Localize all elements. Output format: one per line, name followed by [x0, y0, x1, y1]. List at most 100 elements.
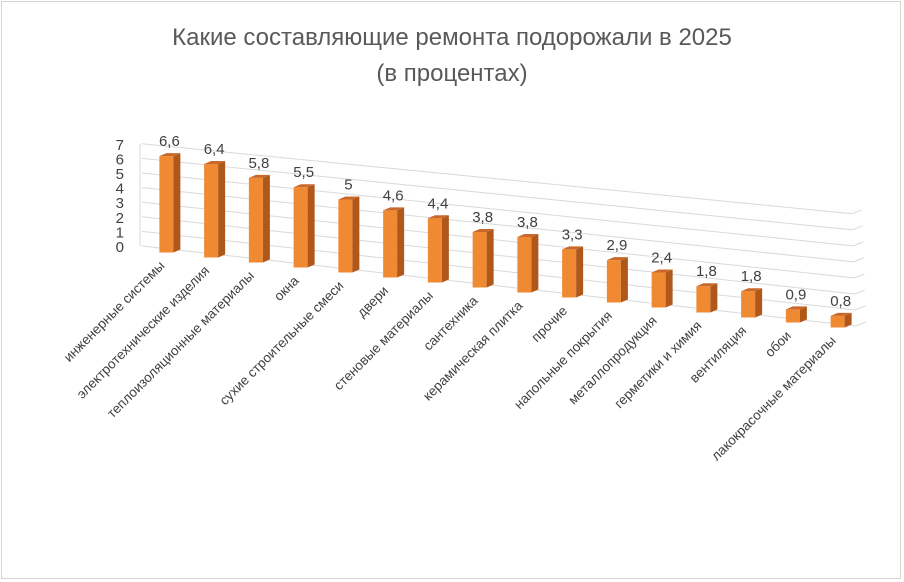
bar-side	[531, 234, 539, 293]
bar-top	[606, 257, 628, 261]
bar-side	[441, 215, 449, 283]
data-label: 4,4	[427, 195, 448, 212]
bar-side	[799, 306, 807, 323]
bar-side	[486, 229, 494, 288]
bar-front	[293, 187, 308, 268]
bar-top	[517, 234, 539, 238]
bar	[517, 234, 539, 293]
y-tick-label: 5	[116, 166, 124, 183]
bar-top	[785, 306, 807, 310]
category-label: обои	[762, 328, 794, 360]
bar-top	[562, 246, 584, 250]
bar	[741, 288, 763, 318]
bar-side	[218, 161, 226, 258]
bar-front	[159, 156, 174, 253]
gridline-depth	[851, 209, 863, 215]
data-label: 5,8	[248, 155, 269, 172]
data-labels: 6,6 6,4 5,8 5,5 5 4,6 4,4 3,8 3,8 3,3 2,9 2,4 1,8 1,8…	[159, 133, 851, 310]
category-label: напольные покрытия	[511, 308, 615, 412]
bar-front	[427, 218, 442, 283]
chart-title: Какие составляющие ремонта подорожали в …	[172, 24, 732, 51]
gridline	[141, 201, 855, 279]
y-tick-label: 6	[116, 151, 124, 168]
gridline	[141, 143, 853, 215]
bar	[159, 153, 181, 253]
y-tick-label: 7	[116, 137, 124, 154]
gridline	[141, 187, 854, 263]
data-label: 6,4	[204, 141, 225, 158]
bar	[338, 196, 360, 273]
y-tick-label: 2	[116, 210, 124, 227]
bar-front	[383, 210, 398, 278]
category-label: керамическая плитка	[420, 298, 526, 404]
bar-side	[352, 196, 360, 273]
bar-side	[307, 184, 315, 268]
bar-front	[785, 309, 800, 323]
bar-top	[427, 215, 449, 219]
bar-front	[248, 177, 263, 263]
bar	[383, 207, 405, 278]
bar-side	[710, 283, 718, 313]
bar-side	[620, 257, 628, 303]
bar-top	[248, 174, 270, 178]
bar-front	[651, 272, 666, 308]
bar-side	[576, 246, 584, 298]
chart-subtitle: (в процентах)	[376, 60, 528, 87]
bar-side	[755, 288, 763, 318]
bar-front	[830, 315, 845, 328]
category-label: стеновые материалы	[331, 288, 436, 393]
bar-top	[696, 283, 718, 287]
data-label: 2,4	[651, 249, 672, 266]
bar-top	[159, 153, 181, 157]
bars	[159, 153, 852, 328]
bar-front	[562, 249, 577, 298]
bar-front	[741, 291, 756, 318]
gridline	[141, 172, 854, 247]
bar-top	[204, 161, 226, 165]
bar	[427, 215, 449, 283]
bar-front	[606, 260, 621, 303]
gridline-depth	[853, 257, 864, 263]
data-label: 3,3	[562, 226, 583, 243]
bar	[562, 246, 584, 298]
bar-front	[517, 237, 532, 293]
bar	[204, 161, 226, 258]
gridline-depth	[855, 321, 867, 327]
bar-side	[173, 153, 181, 253]
gridline-depth	[852, 241, 864, 247]
data-label: 4,6	[383, 187, 404, 204]
bar-side	[397, 207, 405, 278]
category-label: металлопродукция	[565, 313, 659, 407]
bar	[606, 257, 628, 303]
bar	[293, 184, 315, 268]
y-tick-label: 4	[116, 181, 124, 198]
bar-top	[472, 229, 494, 233]
bar	[651, 269, 673, 308]
y-tick-label: 0	[116, 239, 124, 256]
gridline-depth	[854, 273, 865, 279]
bar-front	[472, 232, 487, 288]
bar-top	[293, 184, 315, 188]
data-label: 0,9	[785, 286, 806, 303]
bar-top	[383, 207, 405, 211]
gridline	[141, 157, 853, 231]
bar-front	[204, 164, 219, 258]
data-label: 6,6	[159, 133, 180, 150]
category-label: окна	[271, 273, 302, 304]
bar-side	[262, 174, 270, 263]
category-label: герметики и химия	[611, 318, 704, 411]
bar-front	[338, 199, 353, 273]
gridline-depth	[854, 289, 866, 295]
bar-side	[665, 269, 673, 308]
bar	[830, 312, 852, 328]
bar	[785, 306, 807, 323]
data-label: 5	[344, 177, 352, 194]
data-label: 1,8	[741, 268, 762, 285]
data-label: 3,8	[472, 209, 493, 226]
bar-top	[651, 269, 673, 273]
bar	[248, 174, 270, 263]
bar-top	[830, 312, 852, 316]
